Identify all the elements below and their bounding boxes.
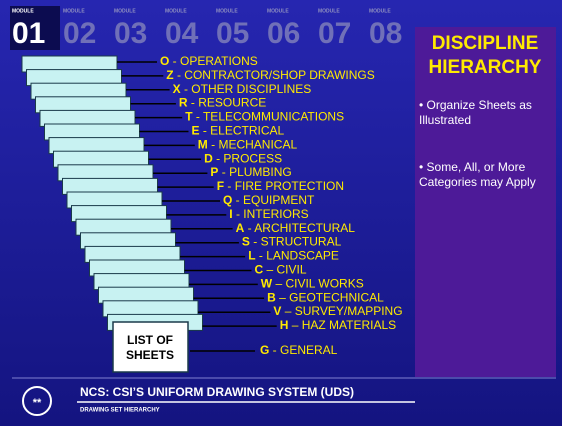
discipline-label: D - PROCESS <box>204 151 282 165</box>
discipline-name: – SURVEY/MAPPING <box>281 304 402 318</box>
discipline-name: – GEOTECHNICAL <box>276 290 384 304</box>
discipline-label: B – GEOTECHNICAL <box>267 290 384 304</box>
module-number: 05 <box>216 17 249 50</box>
module-label: MODULE <box>165 8 187 14</box>
discipline-label: R - RESOURCE <box>179 96 266 110</box>
discipline-name: - CONTRACTOR/SHOP DRAWINGS <box>174 68 375 82</box>
discipline-label: I - INTERIORS <box>229 207 308 221</box>
module-label: MODULE <box>114 8 136 14</box>
discipline-letter: L <box>248 249 255 263</box>
discipline-label: H – HAZ MATERIALS <box>280 318 396 332</box>
discipline-label: F - FIRE PROTECTION <box>217 179 344 193</box>
discipline-label: C – CIVIL <box>255 263 307 277</box>
discipline-letter: W <box>261 277 273 291</box>
discipline-label: L - LANDSCAPE <box>248 249 339 263</box>
discipline-label: G - GENERAL <box>260 343 338 357</box>
discipline-name: – CIVIL WORKS <box>272 277 364 291</box>
discipline-letter: Q <box>223 193 232 207</box>
discipline-letter: S <box>242 235 250 249</box>
discipline-name: - ELECTRICAL <box>200 124 285 138</box>
discipline-letter: P <box>210 165 218 179</box>
discipline-name: - PROCESS <box>213 151 282 165</box>
module-number: 01 <box>12 17 45 50</box>
discipline-label: T - TELECOMMUNICATIONS <box>185 110 344 124</box>
discipline-label: Q - EQUIPMENT <box>223 193 315 207</box>
discipline-label: M - MECHANICAL <box>198 138 298 152</box>
discipline-label: O - OPERATIONS <box>160 54 258 68</box>
footer-subtitle: DRAWING SET HIERARCHY <box>80 408 160 414</box>
discipline-name: - EQUIPMENT <box>232 193 315 207</box>
module-label: MODULE <box>63 8 85 14</box>
discipline-name: - INTERIORS <box>233 207 309 221</box>
discipline-name: - RESOURCE <box>188 96 267 110</box>
module-number: 04 <box>165 17 199 50</box>
discipline-label: A - ARCHITECTURAL <box>236 221 356 235</box>
discipline-name: – CIVIL <box>263 263 307 277</box>
discipline-name: - OPERATIONS <box>169 54 257 68</box>
discipline-label: V – SURVEY/MAPPING <box>273 304 402 318</box>
discipline-label: S - STRUCTURAL <box>242 235 342 249</box>
discipline-name: - TELECOMMUNICATIONS <box>193 110 345 124</box>
discipline-name: - ARCHITECTURAL <box>244 221 355 235</box>
discipline-name: - OTHER DISCIPLINES <box>181 82 312 96</box>
footer-title: NCS: CSI’S UNIFORM DRAWING SYSTEM (UDS) <box>80 385 354 399</box>
discipline-label: X - OTHER DISCIPLINES <box>173 82 312 96</box>
discipline-label: W – CIVIL WORKS <box>261 277 364 291</box>
module-label: MODULE <box>267 8 289 14</box>
discipline-letter: C <box>255 263 264 277</box>
discipline-letter: E <box>192 124 200 138</box>
discipline-name: - GENERAL <box>269 343 337 357</box>
discipline-letter: F <box>217 179 224 193</box>
discipline-letter: V <box>273 304 281 318</box>
discipline-letter: D <box>204 151 213 165</box>
module-label: MODULE <box>216 8 238 14</box>
discipline-letter: B <box>267 290 276 304</box>
sidebar-panel <box>415 27 556 377</box>
discipline-name: - STRUCTURAL <box>250 235 342 249</box>
slide: MODULE 01 MODULE 02 MODULE 03 MODULE 04 MODULE 05… <box>0 0 562 426</box>
discipline-name: - LANDSCAPE <box>256 249 339 263</box>
module-number: 08 <box>369 17 402 50</box>
discipline-name: – HAZ MATERIALS <box>288 318 396 332</box>
module-number: 03 <box>114 17 147 50</box>
discipline-label: P - PLUMBING <box>210 165 291 179</box>
discipline-name: - MECHANICAL <box>208 138 298 152</box>
discipline-name: - PLUMBING <box>218 165 291 179</box>
discipline-label: Z - CONTRACTOR/SHOP DRAWINGS <box>166 68 374 82</box>
module-number: 06 <box>267 17 300 50</box>
discipline-letter: X <box>173 82 181 96</box>
module-label: MODULE <box>318 8 340 14</box>
module-number: 07 <box>318 17 351 50</box>
footer-icon-text: ** <box>33 397 42 409</box>
discipline-letter: G <box>260 343 269 357</box>
discipline-name: - FIRE PROTECTION <box>224 179 344 193</box>
discipline-letter: A <box>236 221 245 235</box>
discipline-letter: O <box>160 54 169 68</box>
module-label: MODULE <box>12 8 34 14</box>
discipline-letter: Z <box>166 68 173 82</box>
discipline-letter: H <box>280 318 289 332</box>
module-number: 02 <box>63 17 96 50</box>
discipline-label: E - ELECTRICAL <box>192 124 285 138</box>
discipline-letter: M <box>198 138 208 152</box>
module-label: MODULE <box>369 8 391 14</box>
discipline-letter: R <box>179 96 188 110</box>
